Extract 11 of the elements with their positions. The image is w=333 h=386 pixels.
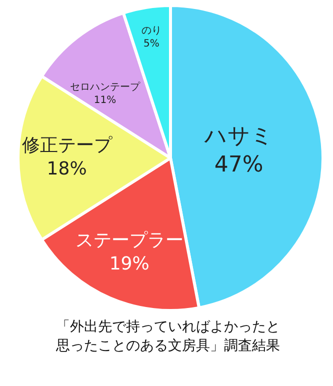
data-label: 11%: [94, 95, 116, 106]
data-label: 19%: [109, 254, 150, 275]
slice-label: のり: [141, 26, 162, 37]
text: 「外出先で持っていればよかったと思ったことのある文房具」調査結果: [56, 318, 281, 356]
slice-label: ハサミ: [203, 124, 274, 149]
slice-label: セロハンテープ: [70, 81, 141, 94]
slice-label: ステープラー: [75, 230, 184, 252]
data-label: 18%: [46, 158, 87, 180]
slice-label: 修正テープ: [22, 134, 113, 156]
data-label: 5%: [143, 38, 160, 50]
data-label: 47%: [214, 152, 264, 178]
